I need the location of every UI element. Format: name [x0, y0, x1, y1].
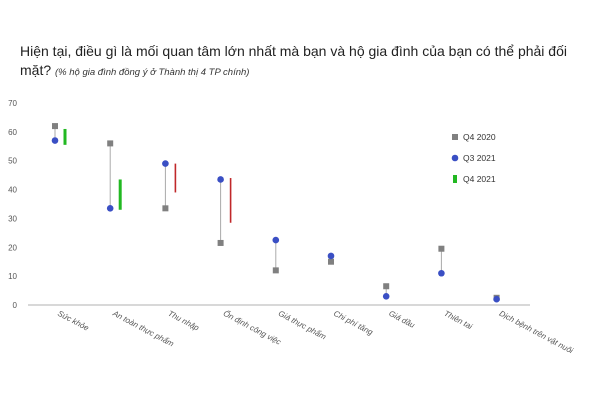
x-tick-label: Thiên tai [442, 309, 474, 331]
chart-subtitle: (% hộ gia đình đồng ý ở Thành thị 4 TP c… [55, 67, 250, 78]
legend-label: Q4 2021 [463, 174, 496, 184]
x-tick-label: Dịch bệnh trên vật nuôi [498, 309, 575, 356]
x-tick-label: Sức khỏe [56, 309, 91, 333]
q3-2021-marker [438, 269, 445, 277]
q4-2020-marker [438, 245, 445, 252]
legend-swatch-q4-2021 [453, 175, 457, 183]
q3-2021-marker [493, 295, 500, 303]
series-q4-2021 [63, 128, 232, 223]
q3-2021-marker [106, 205, 114, 212]
legend: Q4 2020 Q3 2021 Q4 2021 [451, 132, 496, 184]
q4-2020-marker [328, 258, 334, 265]
x-tick-label: Chi phí tăng [332, 309, 375, 337]
q3-2021-marker [51, 137, 59, 144]
x-tick-label: Giá thực phẩm [277, 309, 328, 342]
q3-2021-marker [327, 252, 335, 260]
q3-2021-marker [217, 176, 224, 183]
q4-2020-marker [272, 267, 279, 274]
y-tick-label: 40 [8, 186, 17, 195]
series-q4-2020 [52, 123, 500, 301]
q4-2020-marker [52, 123, 58, 130]
chart-title-main: Hiện tại, điều gì là mối quan tâm lớn nh… [20, 43, 567, 78]
q3-2021-marker [272, 236, 280, 244]
q3-2021-marker [382, 293, 390, 300]
q4-2020-marker [217, 239, 224, 246]
y-tick-label: 60 [8, 128, 17, 137]
y-tick-label: 50 [8, 157, 17, 166]
q3-2021-marker [162, 160, 169, 167]
y-tick-label: 0 [13, 301, 18, 310]
legend-swatch-q3-2021 [451, 154, 459, 162]
series-q3-2021 [51, 137, 500, 303]
q4-2020-marker [383, 283, 390, 290]
legend-label: Q4 2020 [463, 132, 496, 142]
y-tick-label: 30 [8, 214, 17, 223]
legend-swatch-q4-2020 [452, 134, 458, 140]
y-tick-label: 10 [8, 272, 17, 281]
x-tick-label: An toàn thực phẩm [110, 308, 175, 348]
legend-label: Q3 2021 [463, 153, 496, 163]
x-tick-label: Giá dầu [387, 309, 416, 330]
y-tick-label: 70 [8, 99, 17, 108]
x-tick-label: Thu nhập [166, 309, 201, 333]
q4-2020-marker [107, 140, 114, 147]
chart-title: Hiện tại, điều gì là mối quan tâm lớn nh… [20, 42, 580, 82]
x-tick-label: Ổn định công việc [222, 309, 283, 347]
q4-2020-marker [162, 205, 169, 212]
y-tick-label: 20 [8, 243, 17, 252]
